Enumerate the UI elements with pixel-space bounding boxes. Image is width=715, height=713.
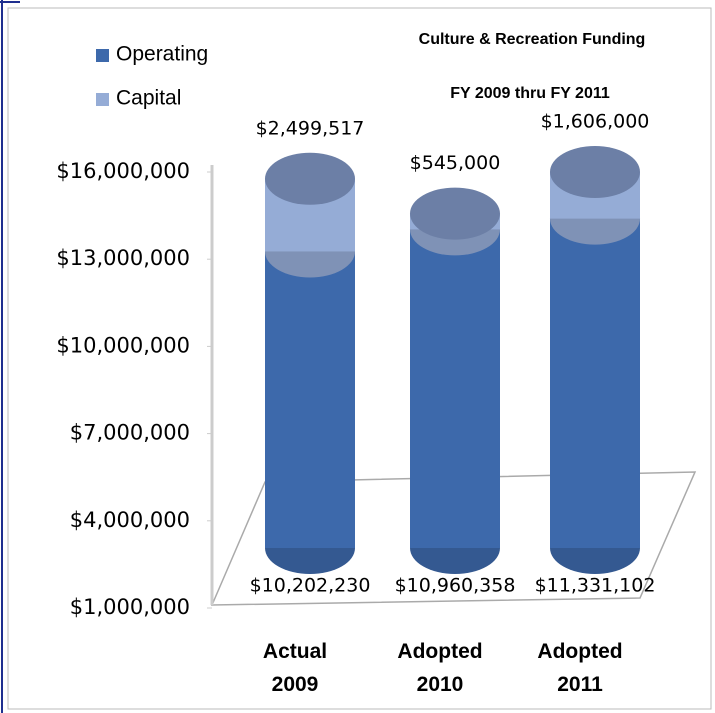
cylinder-segment <box>550 145 640 245</box>
chart-subtitle: FY 2009 thru FY 2011 <box>450 85 610 102</box>
cylinder-segment <box>410 203 500 574</box>
legend-label: Operating <box>116 43 208 66</box>
data-label: $11,331,102 <box>535 575 656 597</box>
cylinder-top <box>410 187 500 240</box>
cylinder-body <box>410 229 500 548</box>
legend-label: Capital <box>116 87 181 110</box>
cylinder-segment <box>265 152 355 278</box>
cylinder-top <box>550 145 640 198</box>
legend-swatch <box>96 49 109 62</box>
data-label: $10,202,230 <box>250 575 371 597</box>
y-tick-label: $4,000,000 <box>70 508 190 532</box>
plot-border <box>7 7 712 710</box>
data-label: $545,000 <box>410 152 501 174</box>
x-tick-label: Adopted 2011 <box>537 640 622 696</box>
x-tick-label: Actual 2009 <box>263 640 327 696</box>
x-tick-label: Adopted 2010 <box>397 640 482 696</box>
cylinder-segment <box>410 187 500 256</box>
cylinder-top <box>265 152 355 205</box>
cylinder-segment <box>550 192 640 574</box>
y-tick-label: $10,000,000 <box>56 333 190 357</box>
y-tick-label: $13,000,000 <box>56 246 190 270</box>
y-tick-label: $16,000,000 <box>56 159 190 183</box>
chart-title: Culture & Recreation Funding <box>419 31 646 48</box>
data-label: $10,960,358 <box>395 575 516 597</box>
cylinder-body <box>550 218 640 548</box>
y-tick-label: $1,000,000 <box>70 595 190 619</box>
data-label: $2,499,517 <box>256 117 365 139</box>
cylinder-body <box>265 251 355 548</box>
legend-swatch <box>96 93 109 106</box>
y-tick-label: $7,000,000 <box>70 421 190 445</box>
cylinder-segment <box>265 225 355 574</box>
data-label: $1,606,000 <box>541 110 650 132</box>
